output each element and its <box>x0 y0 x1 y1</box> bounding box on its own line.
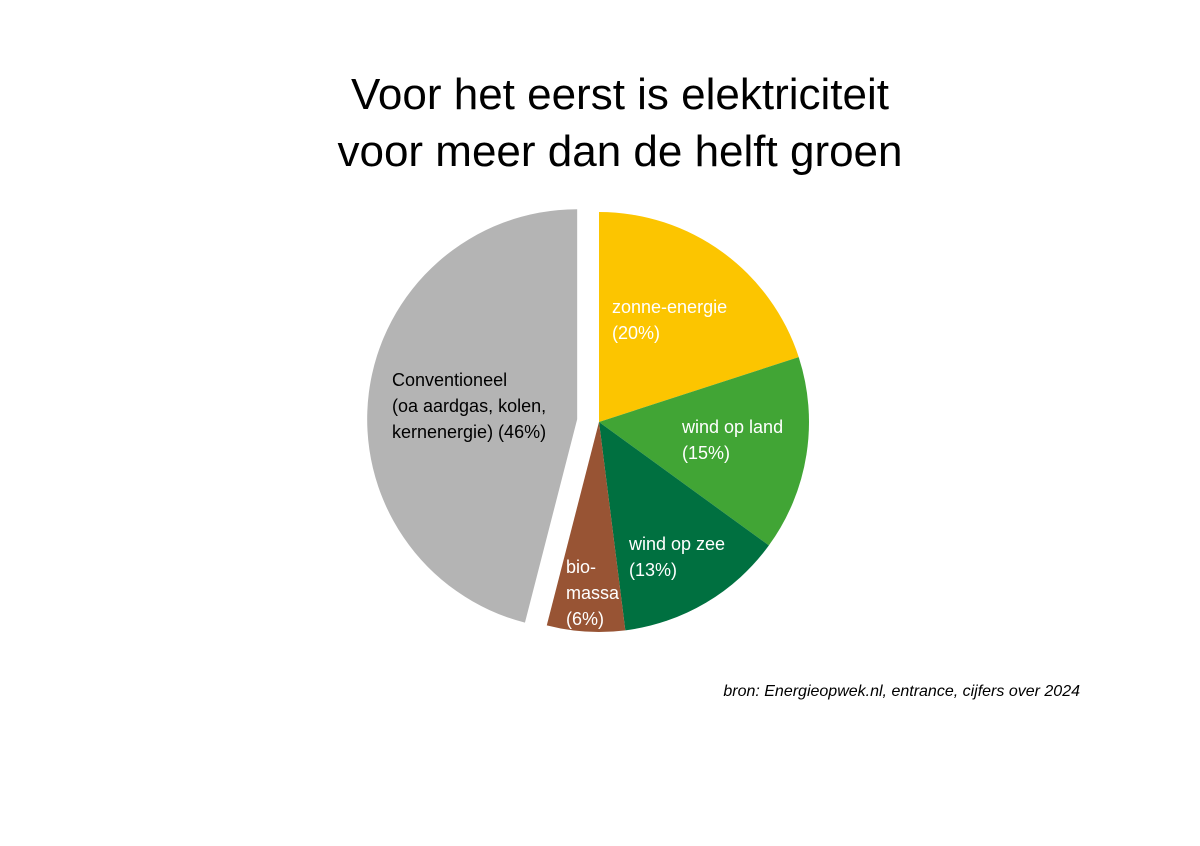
chart-title-line-1: Voor het eerst is elektriciteit <box>350 70 889 119</box>
chart-title-line-2: voor meer dan de helft groen <box>337 127 903 176</box>
pie-label-line: wind op zee <box>628 534 725 554</box>
pie-label-line: wind op land <box>681 417 783 437</box>
pie-label-line: massa <box>566 583 620 603</box>
source-note: bron: Energieopwek.nl, entrance, cijfers… <box>723 683 1080 700</box>
pie-label-biomassa: bio-massa (6%) <box>566 557 620 629</box>
pie-label-line: kernenergie) (46%) <box>392 422 546 442</box>
pie-label-line: (15%) <box>682 443 730 463</box>
pie-label-zonne-energie: zonne-energie (20%) <box>612 297 727 343</box>
pie-label-line: (oa aardgas, kolen, <box>392 396 546 416</box>
pie-label-line: Conventioneel <box>392 370 507 390</box>
pie-slice-biomassa <box>546 422 626 632</box>
pie-label-line: (13%) <box>629 560 677 580</box>
pie-slice-zonne-energie <box>599 212 799 422</box>
pie-labels: zonne-energie (20%)wind op land (15%)wind … <box>392 297 783 629</box>
chart-title: Voor het eerst is elektriciteit voor mee… <box>0 66 1200 180</box>
pie-label-line: (20%) <box>612 323 660 343</box>
pie-label-wind-op-land: wind op land (15%) <box>681 417 783 463</box>
pie-label-line: zonne-energie <box>612 297 727 317</box>
pie-label-conventioneel: Conventioneel (oa aardgas, kolen, kernener… <box>392 370 546 442</box>
pie-label-wind-op-zee: wind op zee (13%) <box>628 534 725 580</box>
pie-slice-wind-op-zee <box>599 422 769 631</box>
pie-slices <box>367 209 809 632</box>
pie-label-line: (6%) <box>566 609 604 629</box>
pie-slice-wind-op-land <box>599 357 809 546</box>
pie-slice-conventioneel <box>367 209 578 623</box>
pie-label-line: bio- <box>566 557 596 577</box>
